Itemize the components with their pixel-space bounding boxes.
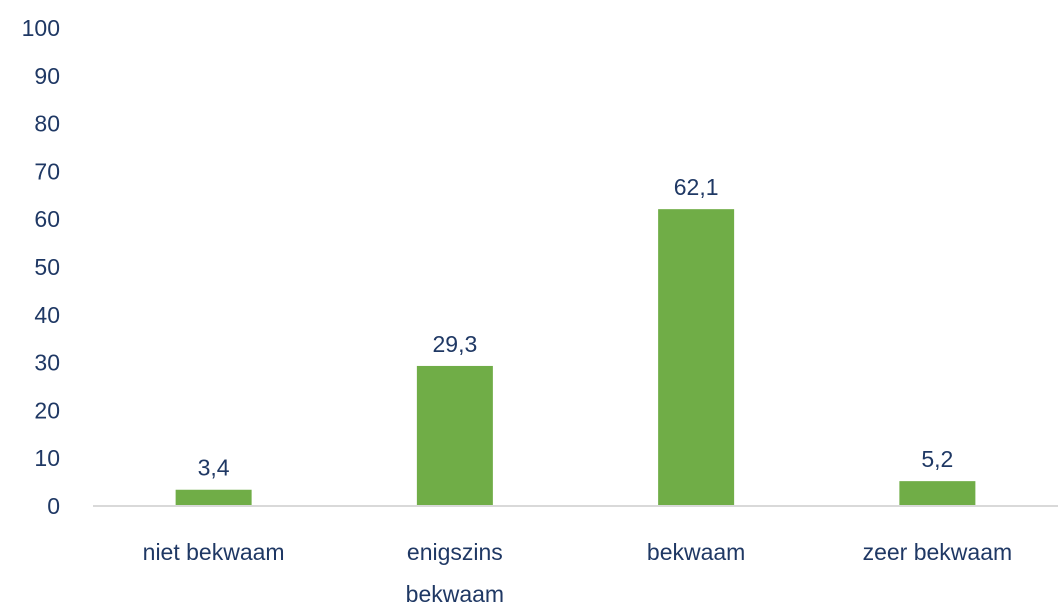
- x-tick-label: bekwaam: [406, 581, 504, 606]
- y-tick-label: 40: [34, 302, 60, 328]
- bar: [175, 489, 252, 506]
- y-tick-label: 60: [34, 206, 60, 232]
- y-tick-label: 70: [34, 158, 60, 184]
- bar: [899, 481, 976, 506]
- x-tick-label: bekwaam: [647, 539, 745, 565]
- y-tick-label: 100: [22, 15, 60, 41]
- bars: [175, 209, 976, 507]
- x-tick-label: niet bekwaam: [143, 539, 285, 565]
- data-labels: 3,4 29,3 62,1 5,2: [198, 174, 954, 481]
- bar: [416, 365, 493, 506]
- y-tick-label: 80: [34, 111, 60, 137]
- data-label: 5,2: [921, 446, 953, 472]
- data-label: 62,1: [674, 174, 719, 200]
- bar: [658, 209, 735, 507]
- data-label: 3,4: [198, 455, 230, 481]
- y-tick-label: 30: [34, 350, 60, 376]
- data-label: 29,3: [432, 331, 477, 357]
- y-tick-label: 90: [34, 63, 60, 89]
- y-tick-label: 10: [34, 445, 60, 471]
- y-axis: 0 10 20 30 40 50 60 70 80 90 100: [22, 15, 60, 519]
- x-axis-labels: niet bekwaam enigszins bekwaam bekwaam zeer …: [143, 539, 1013, 606]
- y-tick-label: 50: [34, 254, 60, 280]
- y-tick-label: 0: [47, 493, 60, 519]
- y-tick-label: 20: [34, 397, 60, 423]
- x-tick-label: zeer bekwaam: [863, 539, 1013, 565]
- x-tick-label: enigszins: [407, 539, 503, 565]
